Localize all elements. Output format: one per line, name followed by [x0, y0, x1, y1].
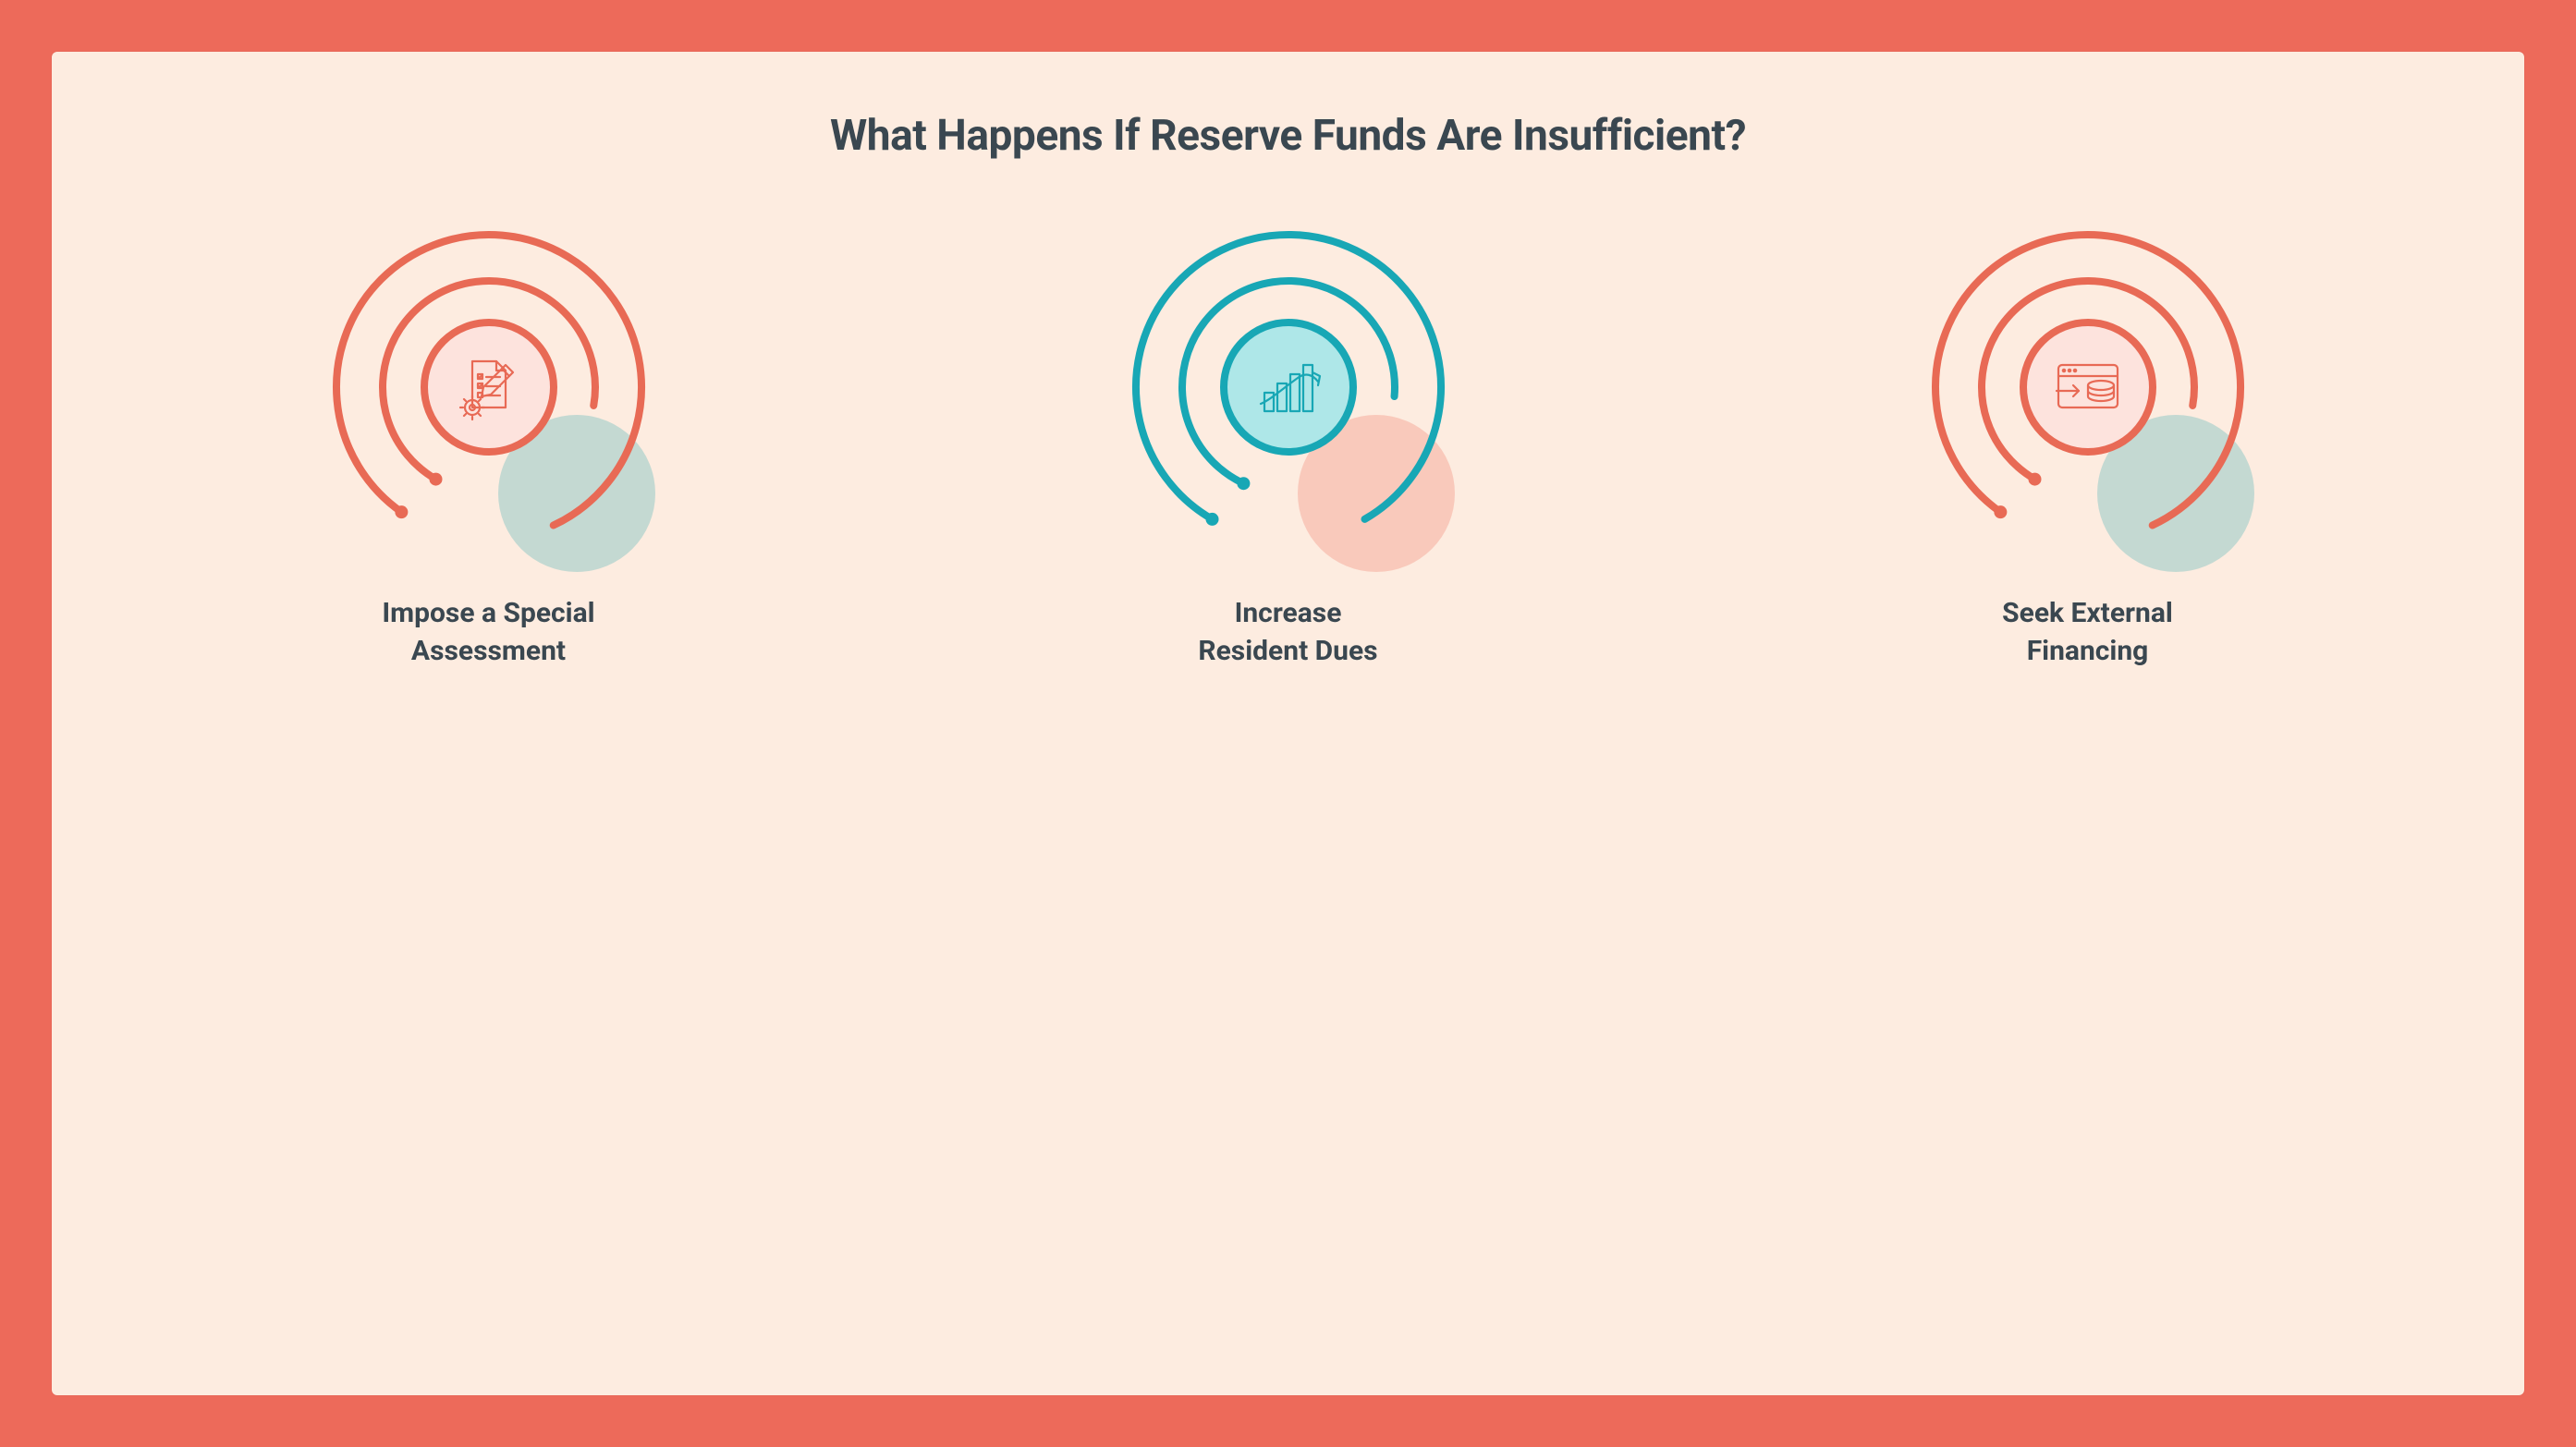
item-label-increase-dues: Increase Resident Dues [1198, 595, 1377, 670]
graphic-external-financing [1922, 216, 2254, 567]
item-increase-dues: Increase Resident Dues [907, 216, 1669, 670]
graphic-increase-dues [1122, 216, 1455, 567]
label-line2: Resident Dues [1198, 635, 1377, 667]
label-line1: Seek External [2002, 597, 2173, 629]
label-line2: Assessment [411, 635, 566, 667]
middle-arc-dot [2028, 473, 2041, 486]
inner-circle [1224, 322, 1353, 452]
item-label-special-assessment: Impose a Special Assessment [382, 595, 594, 670]
label-line2: Financing [2027, 635, 2149, 667]
card: What Happens If Reserve Funds Are Insuff… [52, 52, 2524, 1395]
outer-arc-dot [1205, 513, 1218, 526]
item-external-financing: Seek External Financing [1706, 216, 2469, 670]
label-line1: Impose a Special [382, 597, 594, 629]
outer-frame: What Happens If Reserve Funds Are Insuff… [0, 0, 2576, 1447]
item-special-assessment: Impose a Special Assessment [107, 216, 870, 670]
label-line1: Increase [1235, 597, 1342, 629]
middle-arc-dot [429, 473, 442, 486]
item-label-external-financing: Seek External Financing [2002, 595, 2173, 670]
items-row: Impose a Special Assessment [107, 216, 2469, 670]
outer-arc-dot [395, 505, 408, 518]
middle-arc-dot [1237, 477, 1250, 490]
page-title: What Happens If Reserve Funds Are Insuff… [830, 111, 1746, 161]
outer-arc-dot [1994, 505, 2007, 518]
graphic-special-assessment [323, 216, 655, 567]
